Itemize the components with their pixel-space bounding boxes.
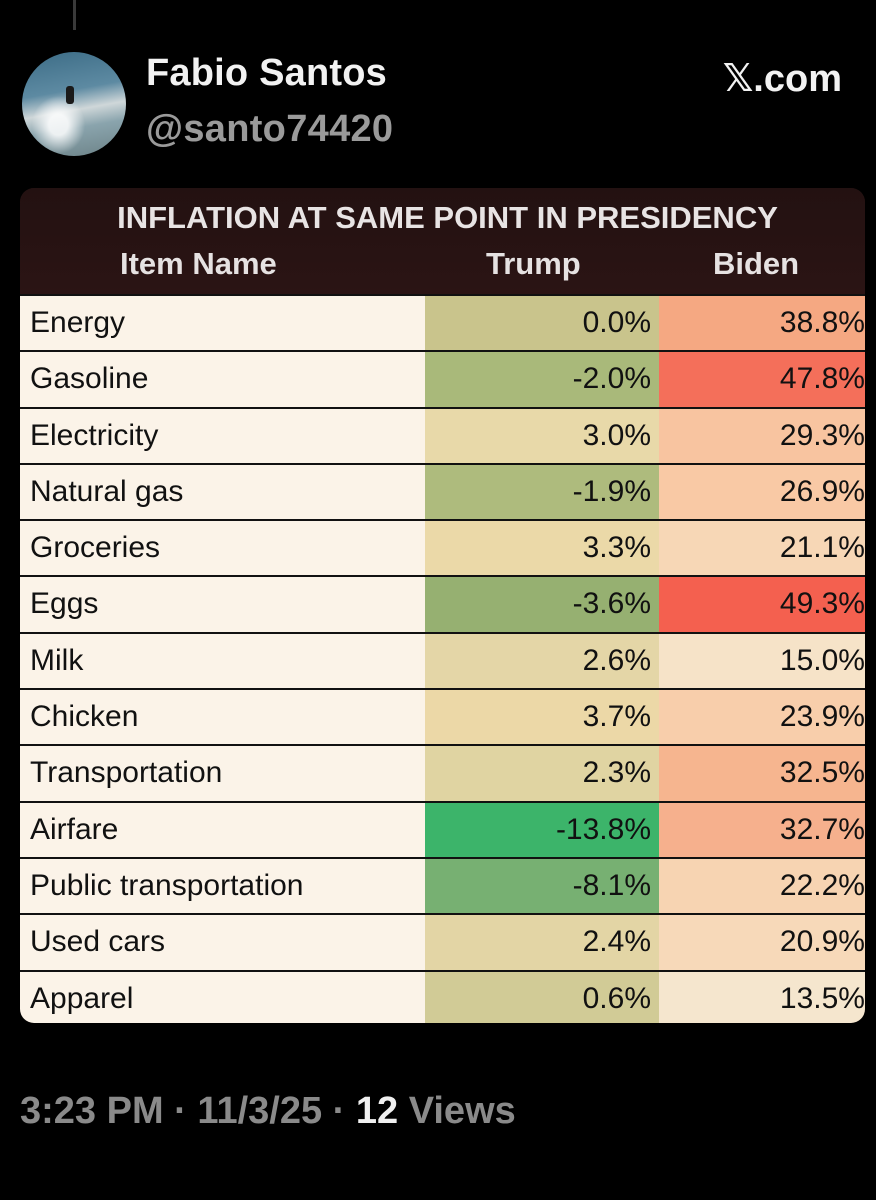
meta-separator: · (322, 1090, 356, 1132)
trump-value-cell: 2.4% (425, 915, 659, 970)
post-metadata: 3:23 PM · 11/3/25 · 12 Views (20, 1090, 516, 1133)
table-row: Electricity 3.0% 29.3% (20, 406, 865, 463)
table-row: Eggs -3.6% 49.3% (20, 575, 865, 632)
item-name-cell: Public transportation (20, 858, 425, 914)
trump-value-cell: 3.3% (425, 521, 659, 576)
table-row: Natural gas -1.9% 26.9% (20, 462, 865, 520)
table-row: Energy 0.0% 38.8% (20, 294, 865, 351)
biden-value-cell: 22.2% (659, 858, 865, 914)
item-name-cell: Gasoline (20, 352, 425, 407)
column-header-trump: Trump (486, 246, 581, 281)
trump-value-cell: 3.7% (425, 690, 659, 745)
item-name-cell: Chicken (20, 690, 425, 745)
item-name-cell: Apparel (20, 971, 425, 1023)
table-row: Milk 2.6% 15.0% (20, 631, 865, 689)
table-row: Groceries 3.3% 21.1% (20, 519, 865, 576)
biden-value-cell: 13.5% (659, 971, 865, 1023)
biden-value-cell: 15.0% (659, 633, 865, 689)
table-body: Energy 0.0% 38.8% Gasoline -2.0% 47.8% Electri… (20, 294, 865, 1023)
biden-value-cell: 20.9% (659, 915, 865, 970)
post-date[interactable]: 11/3/25 (197, 1090, 323, 1132)
avatar[interactable] (22, 52, 126, 156)
table-row: Airfare -13.8% 32.7% (20, 800, 865, 857)
item-name-cell: Natural gas (20, 464, 425, 520)
trump-value-cell: 2.3% (425, 746, 659, 801)
item-name-cell: Airfare (20, 802, 425, 857)
views-count: 12 (355, 1090, 399, 1132)
table-row: Used cars 2.4% 20.9% (20, 913, 865, 970)
item-name-cell: Transportation (20, 746, 425, 801)
trump-value-cell: 0.0% (425, 296, 659, 351)
table-row: Transportation 2.3% 32.5% (20, 744, 865, 801)
item-name-cell: Energy (20, 296, 425, 351)
biden-value-cell: 38.8% (659, 296, 865, 351)
table-row: Chicken 3.7% 23.9% (20, 688, 865, 745)
biden-value-cell: 32.5% (659, 746, 865, 801)
inflation-table-image[interactable]: INFLATION AT SAME POINT IN PRESIDENCY It… (20, 188, 865, 1023)
biden-value-cell: 21.1% (659, 521, 865, 576)
column-header-biden: Biden (713, 246, 800, 281)
table-header: INFLATION AT SAME POINT IN PRESIDENCY It… (20, 188, 865, 294)
trump-value-cell: 0.6% (425, 971, 659, 1023)
item-name-cell: Used cars (20, 915, 425, 970)
post-time[interactable]: 3:23 PM (20, 1090, 164, 1132)
item-name-cell: Milk (20, 633, 425, 689)
item-name-cell: Groceries (20, 521, 425, 576)
meta-separator: · (163, 1090, 198, 1132)
table-row: Gasoline -2.0% 47.8% (20, 350, 865, 407)
biden-value-cell: 23.9% (659, 690, 865, 745)
table-row: Apparel 0.6% 13.5% (20, 969, 865, 1023)
trump-value-cell: -13.8% (425, 802, 659, 857)
column-header-item: Item Name (120, 246, 277, 281)
table-row: Public transportation -8.1% 22.2% (20, 856, 865, 914)
thread-connector (73, 0, 76, 30)
biden-value-cell: 47.8% (659, 352, 865, 407)
table-title: INFLATION AT SAME POINT IN PRESIDENCY (117, 200, 778, 235)
trump-value-cell: -3.6% (425, 577, 659, 632)
avatar-surfer (66, 86, 74, 104)
item-name-cell: Electricity (20, 408, 425, 463)
author-name[interactable]: Fabio Santos (146, 52, 387, 94)
biden-value-cell: 49.3% (659, 577, 865, 632)
trump-value-cell: 2.6% (425, 633, 659, 689)
author-handle[interactable]: @santo74420 (146, 108, 394, 150)
x-logo-badge: 𝕏.com (722, 58, 842, 100)
trump-value-cell: 3.0% (425, 408, 659, 463)
trump-value-cell: -2.0% (425, 352, 659, 407)
biden-value-cell: 29.3% (659, 408, 865, 463)
trump-value-cell: -1.9% (425, 464, 659, 520)
views-label: Views (398, 1090, 516, 1132)
trump-value-cell: -8.1% (425, 858, 659, 914)
item-name-cell: Eggs (20, 577, 425, 632)
biden-value-cell: 32.7% (659, 802, 865, 857)
biden-value-cell: 26.9% (659, 464, 865, 520)
